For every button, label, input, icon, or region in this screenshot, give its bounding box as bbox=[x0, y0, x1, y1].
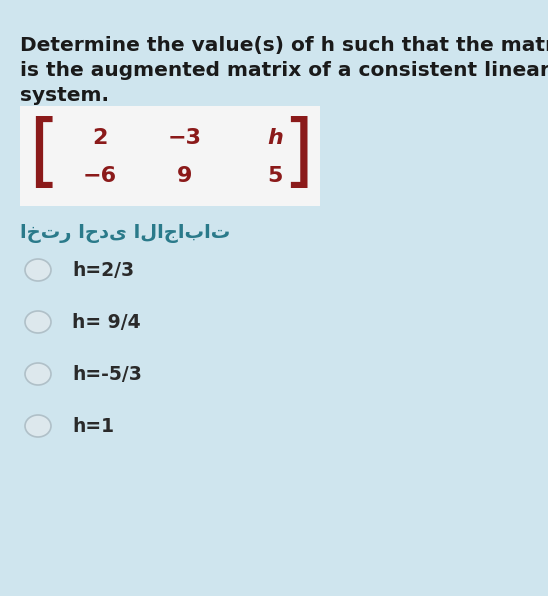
Text: is the augmented matrix of a consistent linear: is the augmented matrix of a consistent … bbox=[20, 61, 548, 80]
Text: 2: 2 bbox=[92, 128, 108, 148]
Ellipse shape bbox=[25, 415, 51, 437]
Text: h=1: h=1 bbox=[72, 417, 114, 436]
Text: [: [ bbox=[28, 116, 59, 194]
Text: اختر احدى الاجابات: اختر احدى الاجابات bbox=[20, 224, 230, 243]
Ellipse shape bbox=[25, 259, 51, 281]
Ellipse shape bbox=[25, 311, 51, 333]
Text: system.: system. bbox=[20, 86, 109, 105]
Text: −6: −6 bbox=[83, 166, 117, 186]
Text: Determine the value(s) of h such that the matrix: Determine the value(s) of h such that th… bbox=[20, 36, 548, 55]
Text: 5: 5 bbox=[267, 166, 283, 186]
Ellipse shape bbox=[25, 363, 51, 385]
Text: h= 9/4: h= 9/4 bbox=[72, 312, 141, 331]
Text: h: h bbox=[267, 128, 283, 148]
Text: h=-5/3: h=-5/3 bbox=[72, 365, 142, 383]
Text: −3: −3 bbox=[168, 128, 202, 148]
Text: ]: ] bbox=[282, 116, 313, 194]
Text: h=2/3: h=2/3 bbox=[72, 260, 134, 280]
Text: 9: 9 bbox=[178, 166, 193, 186]
FancyBboxPatch shape bbox=[20, 106, 320, 206]
